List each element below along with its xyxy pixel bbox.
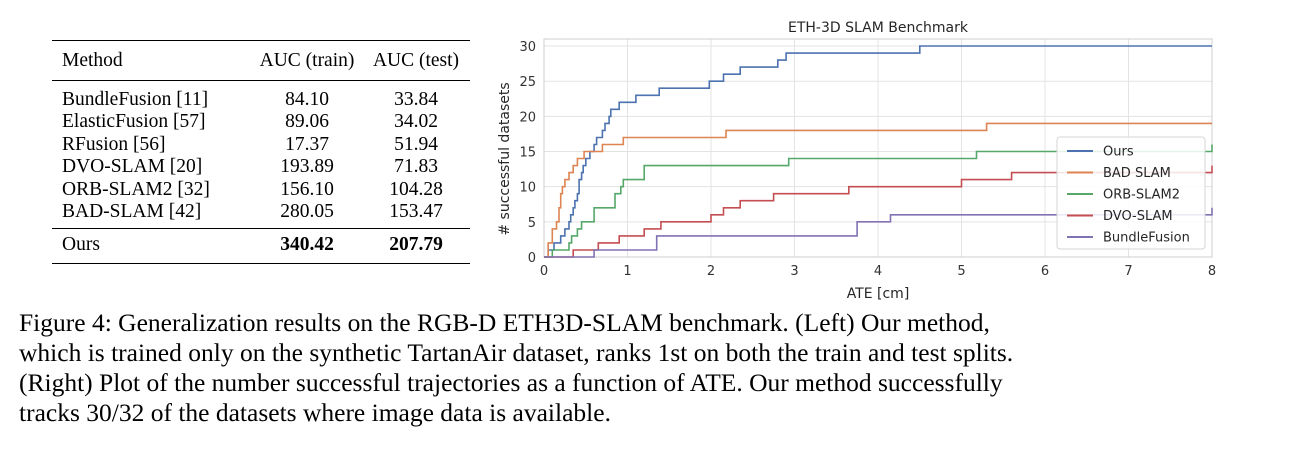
legend-label: Ours xyxy=(1103,145,1134,160)
table-top-rule xyxy=(52,40,470,41)
row-method: ORB-SLAM2 [32] xyxy=(62,178,210,200)
row-method: BundleFusion [11] xyxy=(62,88,209,110)
x-tick-label: 5 xyxy=(957,264,965,279)
ate-chart: ETH-3D SLAM Benchmark 0 1 2 3 4 5 6 7 8 0 5 10 15 20… xyxy=(497,20,1216,302)
ours-auc-test: 207.79 xyxy=(389,233,443,255)
row-auc-test: 71.83 xyxy=(394,156,438,177)
ours-method: Ours xyxy=(62,233,100,255)
x-tick-label: 3 xyxy=(790,264,798,279)
y-tick-label: 30 xyxy=(519,40,536,55)
caption-line: Figure 4: Generalization results on the … xyxy=(19,308,990,337)
results-table: Method AUC (train) AUC (test) BundleFusi… xyxy=(52,40,470,264)
row-auc-test: 104.28 xyxy=(389,178,443,200)
row-auc-train: 17.37 xyxy=(285,133,329,155)
x-tick-label: 6 xyxy=(1041,264,1049,279)
legend-label: ORB-SLAM2 xyxy=(1103,188,1180,203)
chart-series xyxy=(544,45,1213,258)
series-line-orb-slam2 xyxy=(544,144,1213,258)
chart-legend: Ours BAD SLAM ORB-SLAM2 DVO-SLAM BundleFusio… xyxy=(1056,136,1206,250)
caption-line: (Right) Plot of the number successful tr… xyxy=(19,368,1003,397)
series-line-bad-slam xyxy=(544,122,1212,258)
table-row-ours: Ours 340.42 207.79 xyxy=(52,229,470,264)
table-row: RFusion [56] 17.37 51.94 xyxy=(52,134,470,157)
table-row: BundleFusion [11] 84.10 33.84 xyxy=(52,89,470,112)
series-line-dvo-slam xyxy=(544,165,1213,258)
y-tick-label: 20 xyxy=(519,110,536,125)
x-tick-label: 8 xyxy=(1208,264,1216,279)
row-auc-train: 280.05 xyxy=(280,201,334,222)
y-tick-label: 5 xyxy=(528,216,536,231)
y-tick-label: 25 xyxy=(519,75,536,90)
x-tick-label: 1 xyxy=(623,264,631,279)
table-row: ElasticFusion [57] 89.06 34.02 xyxy=(52,111,470,134)
legend-label: BundleFusion xyxy=(1103,231,1190,246)
row-auc-train: 156.10 xyxy=(280,178,334,200)
table-body: BundleFusion [11] 84.10 33.84 ElasticFus… xyxy=(52,81,470,228)
header-auc-train: AUC (train) xyxy=(259,50,355,71)
table-row: ORB-SLAM2 [32] 156.10 104.28 xyxy=(52,179,470,202)
ours-auc-train: 340.42 xyxy=(280,233,334,255)
x-tick-label: 7 xyxy=(1124,264,1132,279)
series-line-bundlefusion xyxy=(544,207,1213,258)
table-ours-rule xyxy=(52,227,470,229)
row-auc-test: 34.02 xyxy=(394,111,438,132)
row-method: RFusion [56] xyxy=(62,133,166,155)
table-mid-rule xyxy=(52,79,470,81)
legend-label: BAD SLAM xyxy=(1103,166,1171,181)
figure-caption: Figure 4: Generalization results on the … xyxy=(19,308,1281,428)
row-method: BAD-SLAM [42] xyxy=(62,201,202,222)
table-row: BAD-SLAM [42] 280.05 153.47 xyxy=(52,201,470,224)
row-auc-train: 84.10 xyxy=(285,88,329,110)
x-tick-label: 4 xyxy=(874,264,882,279)
table-bottom-rule xyxy=(52,263,470,264)
caption-line: which is trained only on the synthetic T… xyxy=(19,338,1014,367)
y-tick-label: 15 xyxy=(519,146,536,161)
chart-title: ETH-3D SLAM Benchmark xyxy=(788,20,969,36)
x-tick-label: 2 xyxy=(707,264,715,279)
row-method: DVO-SLAM [20] xyxy=(62,156,203,177)
row-method: ElasticFusion [57] xyxy=(62,111,206,132)
row-auc-test: 153.47 xyxy=(389,201,443,222)
header-method: Method xyxy=(62,50,123,71)
x-tick-label: 0 xyxy=(540,264,548,279)
x-ticks: 0 1 2 3 4 5 6 7 8 xyxy=(540,264,1216,279)
row-auc-train: 89.06 xyxy=(285,111,329,132)
y-tick-label: 10 xyxy=(519,181,536,196)
legend-box xyxy=(1056,136,1206,250)
row-auc-test: 51.94 xyxy=(394,133,438,155)
table-row: DVO-SLAM [20] 193.89 71.83 xyxy=(52,156,470,179)
row-auc-train: 193.89 xyxy=(280,156,334,177)
table-header-row: Method AUC (train) AUC (test) xyxy=(52,41,470,80)
series-line-ours xyxy=(544,45,1212,258)
y-tick-label: 0 xyxy=(528,251,536,266)
x-axis-label: ATE [cm] xyxy=(847,286,910,302)
row-auc-test: 33.84 xyxy=(394,88,438,110)
y-axis-label: # successful datasets xyxy=(497,82,513,235)
header-auc-test: AUC (test) xyxy=(372,50,460,71)
y-ticks: 0 5 10 15 20 25 30 xyxy=(519,40,536,266)
caption-line: tracks 30/32 of the datasets where image… xyxy=(19,398,611,427)
legend-label: DVO-SLAM xyxy=(1103,209,1173,224)
